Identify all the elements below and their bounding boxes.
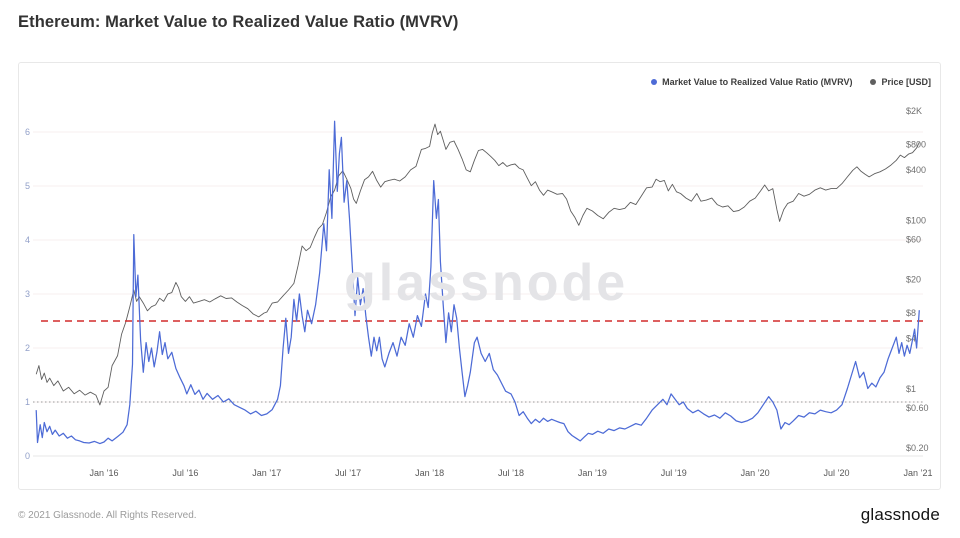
x-axis-tick-label: Jan ’18 <box>415 468 444 478</box>
copyright-text: © 2021 Glassnode. All Rights Reserved. <box>18 509 197 521</box>
right-axis-tick-label: $20 <box>906 275 921 285</box>
right-axis-tick-label: $800 <box>906 140 926 150</box>
x-axis-tick-label: Jan ’16 <box>89 468 118 478</box>
left-axis-tick-label: 1 <box>25 397 30 407</box>
left-axis-tick-label: 4 <box>25 235 30 245</box>
page-title: Ethereum: Market Value to Realized Value… <box>18 13 459 31</box>
legend-dot-mvrv-icon <box>651 79 658 85</box>
glassnode-logo: glassnode <box>860 505 940 524</box>
legend-label-mvrv: Market Value to Realized Value Ratio (MV… <box>662 77 853 87</box>
x-axis-tick-label: Jan ’17 <box>252 468 281 478</box>
chart-card: 0 1 2 3 4 5 6 $2K $800 $400 $100 $60 $20 $8 $4 $1 $0.60 $… <box>18 62 941 490</box>
legend-item-mvrv[interactable]: Market Value to Realized Value Ratio (MV… <box>651 77 852 87</box>
right-axis-tick-label: $1 <box>906 384 916 394</box>
x-axis-tick-label: Jan ’19 <box>578 468 607 478</box>
x-axis-tick-label: Jul ’17 <box>335 468 361 478</box>
right-axis-tick-label: $100 <box>906 216 926 226</box>
right-axis-tick-label: $400 <box>906 165 926 175</box>
right-axis-tick-label: $0.20 <box>906 443 929 453</box>
footer: © 2021 Glassnode. All Rights Reserved. g… <box>18 500 940 530</box>
left-axis-tick-label: 3 <box>25 289 30 299</box>
mvrv-chart-canvas[interactable]: 0 1 2 3 4 5 6 $2K $800 $400 $100 $60 $20 $8 $4 $1 $0.60 $… <box>19 63 941 489</box>
right-axis-tick-label: $2K <box>906 106 922 116</box>
right-axis-tick-label: $4 <box>906 333 916 343</box>
right-axis-tick-label: $60 <box>906 234 921 244</box>
x-axis-tick-label: Jul ’19 <box>661 468 687 478</box>
right-axis-tick-label: $8 <box>906 308 916 318</box>
x-axis-tick-label: Jan ’20 <box>741 468 770 478</box>
x-axis-tick-label: Jul ’18 <box>498 468 524 478</box>
x-axis-tick-label: Jan ’21 <box>903 468 932 478</box>
x-axis-tick-label: Jul ’16 <box>172 468 198 478</box>
left-axis-tick-label: 5 <box>25 181 30 191</box>
price-line <box>35 123 920 406</box>
legend-label-price: Price [USD] <box>881 77 931 87</box>
legend-item-price[interactable]: Price [USD] <box>870 77 931 87</box>
chart-legend: Market Value to Realized Value Ratio (MV… <box>651 77 931 87</box>
right-axis-tick-label: $0.60 <box>906 403 929 413</box>
left-axis-tick-label: 2 <box>25 343 30 353</box>
x-axis-tick-label: Jul ’20 <box>824 468 850 478</box>
left-axis-tick-label: 6 <box>25 127 30 137</box>
legend-dot-price-icon <box>870 79 877 85</box>
mvrv-line <box>35 120 920 445</box>
left-axis-tick-label: 0 <box>25 451 30 461</box>
